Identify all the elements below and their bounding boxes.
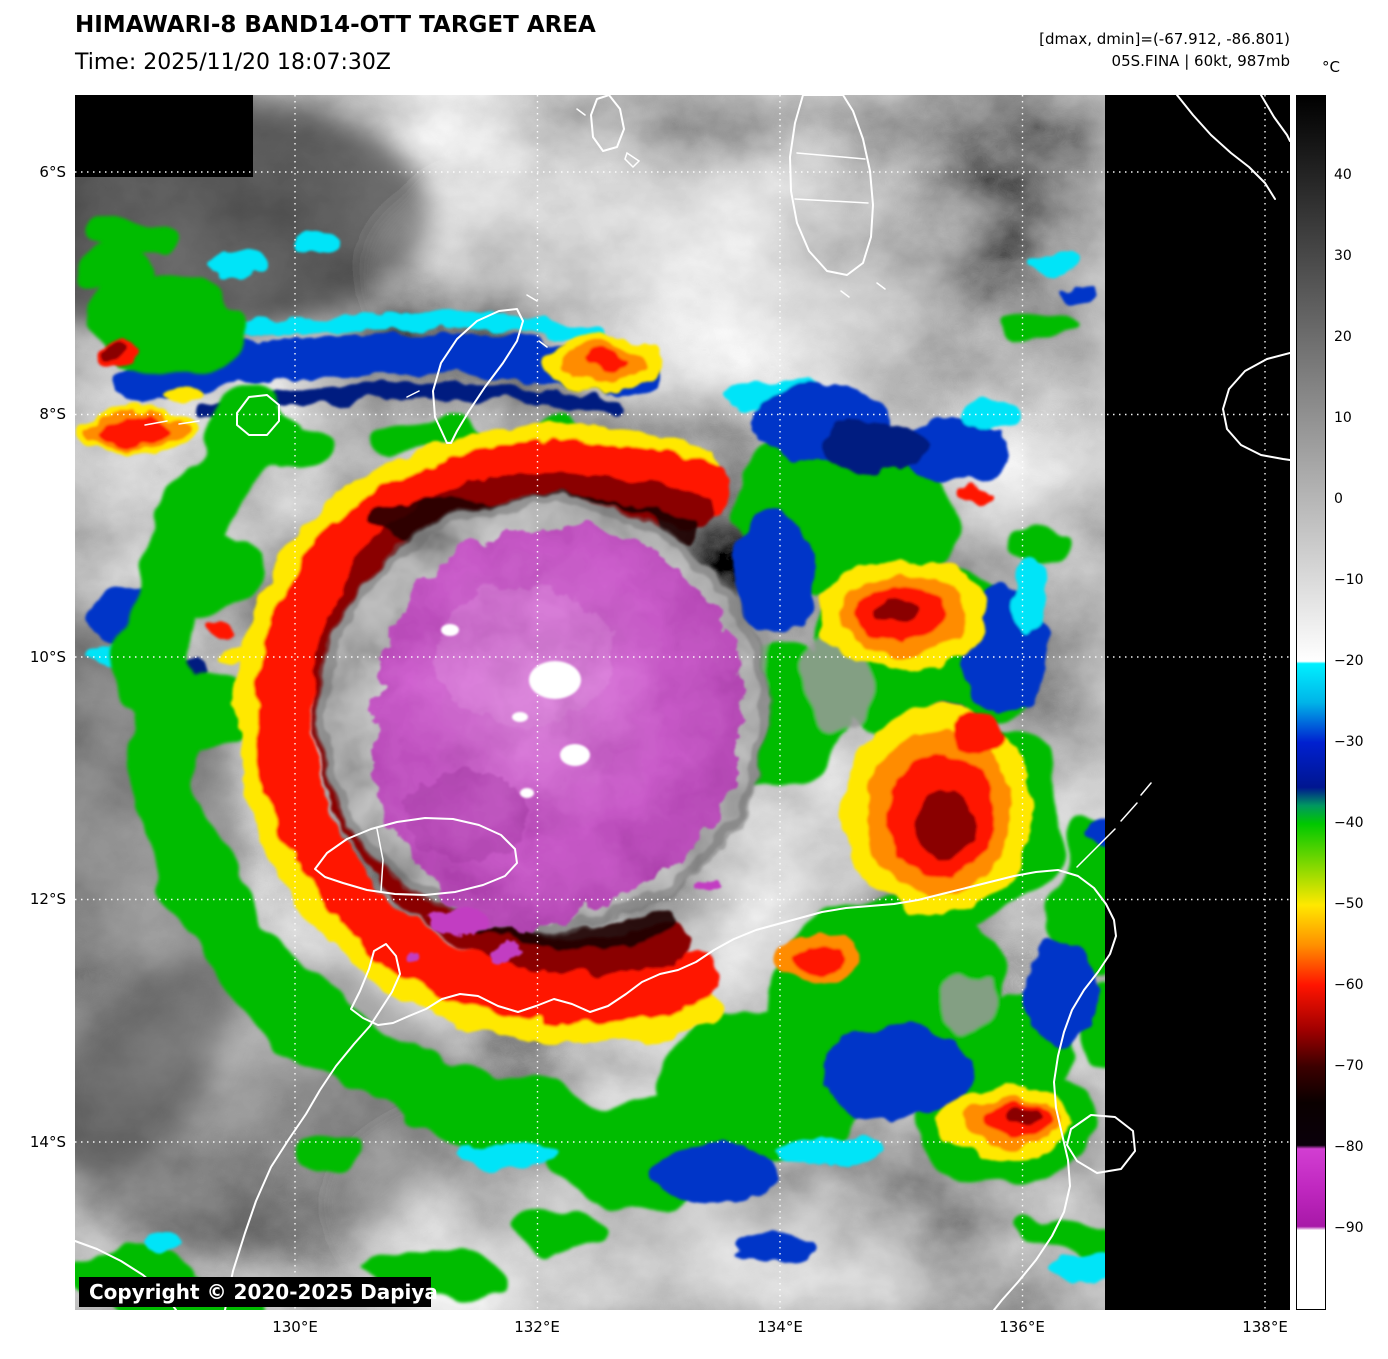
lat-label: 12°S	[29, 890, 66, 908]
lat-label: 8°S	[39, 405, 66, 423]
colorbar-tick: −50	[1334, 896, 1364, 912]
coastlines	[75, 95, 1290, 1310]
colorbar-tick: −40	[1334, 815, 1364, 831]
lon-label: 134°E	[757, 1318, 803, 1336]
copyright-text: Copyright © 2020-2025 Dapiya	[89, 1280, 438, 1304]
ir-cold-band-east	[143, 380, 1127, 1279]
lat-label: 10°S	[29, 648, 66, 666]
colorbar-tick: −10	[1334, 572, 1364, 588]
colorbar-tick: 0	[1334, 491, 1343, 507]
colorbar-tick: 20	[1334, 329, 1352, 345]
latlon-grid	[75, 95, 1290, 1310]
colorbar-tick: −90	[1334, 1220, 1364, 1236]
lon-label: 136°E	[999, 1318, 1045, 1336]
overshooting-top-spots	[441, 624, 590, 798]
colorbar-tick: 40	[1334, 167, 1352, 183]
colorbar-tick: −20	[1334, 653, 1364, 669]
colorbar-tick: 10	[1334, 410, 1352, 426]
lat-label: 14°S	[29, 1133, 66, 1151]
timestamp-label: Time: 2025/11/20 18:07:30Z	[75, 50, 391, 75]
storm-info-readout: 05S.FINA | 60kt, 987mb	[1111, 52, 1290, 70]
colorbar-unit-label: °C	[1322, 58, 1340, 76]
lat-label: 6°S	[39, 163, 66, 181]
lon-label: 130°E	[272, 1318, 318, 1336]
page-title: HIMAWARI-8 BAND14-OTT TARGET AREA	[75, 12, 596, 38]
copyright-badge: Copyright © 2020-2025 Dapiya	[79, 1277, 438, 1307]
no-data-mask	[75, 95, 1290, 1310]
temperature-colorbar	[1296, 95, 1326, 1310]
colorbar-tick: −60	[1334, 977, 1364, 993]
dmax-dmin-readout: [dmax, dmin]=(-67.912, -86.801)	[1039, 30, 1290, 48]
lon-label: 138°E	[1242, 1318, 1288, 1336]
lon-label: 132°E	[514, 1318, 560, 1336]
colorbar-tick: −70	[1334, 1058, 1364, 1074]
colorbar-tick: −80	[1334, 1139, 1364, 1155]
colorbar-tick: −30	[1334, 734, 1364, 750]
colorbar-tick: 30	[1334, 248, 1352, 264]
satellite-map: Copyright © 2020-2025 Dapiya	[75, 95, 1290, 1310]
